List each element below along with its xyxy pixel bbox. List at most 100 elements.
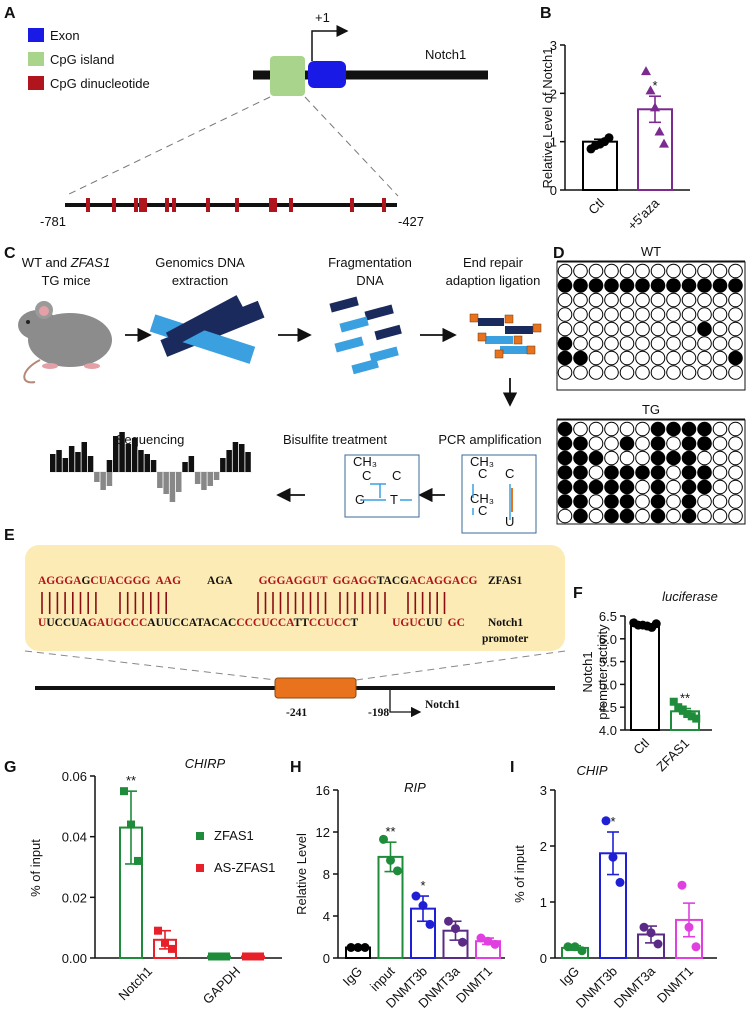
step-label: Fragmentation [328, 255, 412, 270]
data-point [692, 714, 701, 723]
grid-box [556, 419, 746, 525]
cpg-state [650, 350, 666, 366]
cpg-state [712, 465, 728, 480]
sequence-segment: CCCUCCA [236, 617, 295, 629]
cpg-state [573, 494, 588, 509]
x-tick-label: IgG [340, 964, 365, 989]
panel-d [556, 261, 746, 525]
y-axis-label: promoter activity [595, 624, 610, 720]
zoom-line [24, 650, 277, 681]
seq-bar [239, 444, 245, 472]
data-point [134, 856, 142, 865]
cpg-state [650, 307, 666, 322]
grid-box [556, 261, 746, 391]
cpg-state [650, 365, 666, 380]
cpg-state [557, 479, 573, 495]
sequence-segment: TACG [377, 575, 409, 587]
cpg-state [681, 321, 697, 337]
cpg-state [573, 350, 588, 366]
cpg-state [635, 508, 650, 524]
sequence-segment: UU [426, 617, 443, 629]
cpg-state [728, 421, 743, 437]
tss-label: +1 [315, 10, 330, 25]
cpg-state [588, 508, 604, 524]
data-point [215, 952, 223, 961]
seq-bar [194, 472, 201, 484]
cpg-state [557, 321, 573, 337]
mouse-icon [18, 301, 112, 384]
cpg-state [650, 465, 666, 480]
data-point [256, 952, 264, 961]
cpg-state [650, 450, 666, 466]
cpg-state [666, 365, 681, 380]
gene-label: Notch1 [425, 699, 460, 711]
cpg-state [697, 479, 712, 495]
x-tick-label: GAPDH [200, 964, 243, 1007]
data-point [604, 133, 614, 143]
data-point [208, 952, 216, 961]
icon-text: CH₃ [470, 454, 494, 469]
cpg-state [681, 421, 697, 437]
y-tick-label: 0 [550, 183, 557, 198]
panel-label: F [573, 585, 583, 602]
sequence-segment: AGGGA [38, 575, 82, 587]
y-tick-label: 8 [323, 867, 330, 882]
cpg-state [712, 450, 728, 466]
data-point [691, 942, 701, 952]
cpg-state [619, 479, 635, 495]
cpg-state [604, 350, 619, 366]
cpg-state [588, 292, 604, 308]
cpg-state [728, 494, 743, 509]
seq-bar [182, 462, 188, 472]
step-label: adaption ligation [446, 273, 541, 288]
step-label: WT and ZFAS1 [22, 255, 110, 270]
binding-site [274, 677, 357, 699]
cpg-state [728, 450, 743, 466]
icon-text: T [390, 492, 398, 507]
cpg-state [588, 436, 604, 451]
cpg-state [712, 278, 728, 293]
seq-bar [157, 472, 163, 488]
y-axis-label: Notch1 [580, 651, 595, 692]
cpg-state [573, 365, 588, 380]
x-tick-label: DNMT1 [453, 964, 495, 1006]
cpg-state [666, 336, 681, 351]
cpg-state [666, 350, 681, 366]
sequence-segment: GAUGCCC [88, 617, 147, 629]
icon-text: CH₃ [353, 454, 377, 469]
x-tick-label: Ctl [630, 735, 652, 757]
y-tick-label: 0.06 [62, 769, 87, 784]
y-tick-label: 2 [540, 839, 547, 854]
icon-text: C [505, 466, 514, 481]
y-tick-label: 3 [550, 38, 557, 53]
cpg-state [604, 263, 619, 279]
cpg-state [619, 307, 635, 322]
sequence-segment: CUACGGG [90, 575, 150, 587]
cpg-state [635, 292, 650, 308]
cpg-state [635, 278, 650, 293]
cpg-state [619, 494, 635, 509]
significance: ** [680, 691, 690, 706]
y-tick-label: 0.02 [62, 890, 87, 905]
cpg-state [712, 350, 728, 366]
significance: * [420, 878, 425, 893]
cpg-state [681, 436, 697, 451]
data-point [615, 877, 625, 887]
promoter-label: Notch1 [488, 617, 523, 629]
cpg-state [635, 465, 650, 480]
sequence-segment: U [38, 617, 47, 629]
cpg-state [557, 350, 573, 366]
seq-bar [119, 432, 125, 472]
cpg-state [681, 307, 697, 322]
panel-label: B [540, 5, 552, 22]
seq-bar [131, 438, 138, 472]
y-tick-label: 2 [550, 86, 557, 101]
sequence-segment: CATACAC [181, 617, 237, 629]
y-tick-label: 4.5 [599, 700, 617, 715]
data-point [444, 916, 453, 926]
cpg-state [604, 278, 619, 293]
cpg-state [619, 321, 635, 337]
cpg-state [604, 494, 619, 509]
legend-label: CpG dinucleotide [50, 76, 150, 91]
rna-label: ZFAS1 [488, 575, 523, 587]
